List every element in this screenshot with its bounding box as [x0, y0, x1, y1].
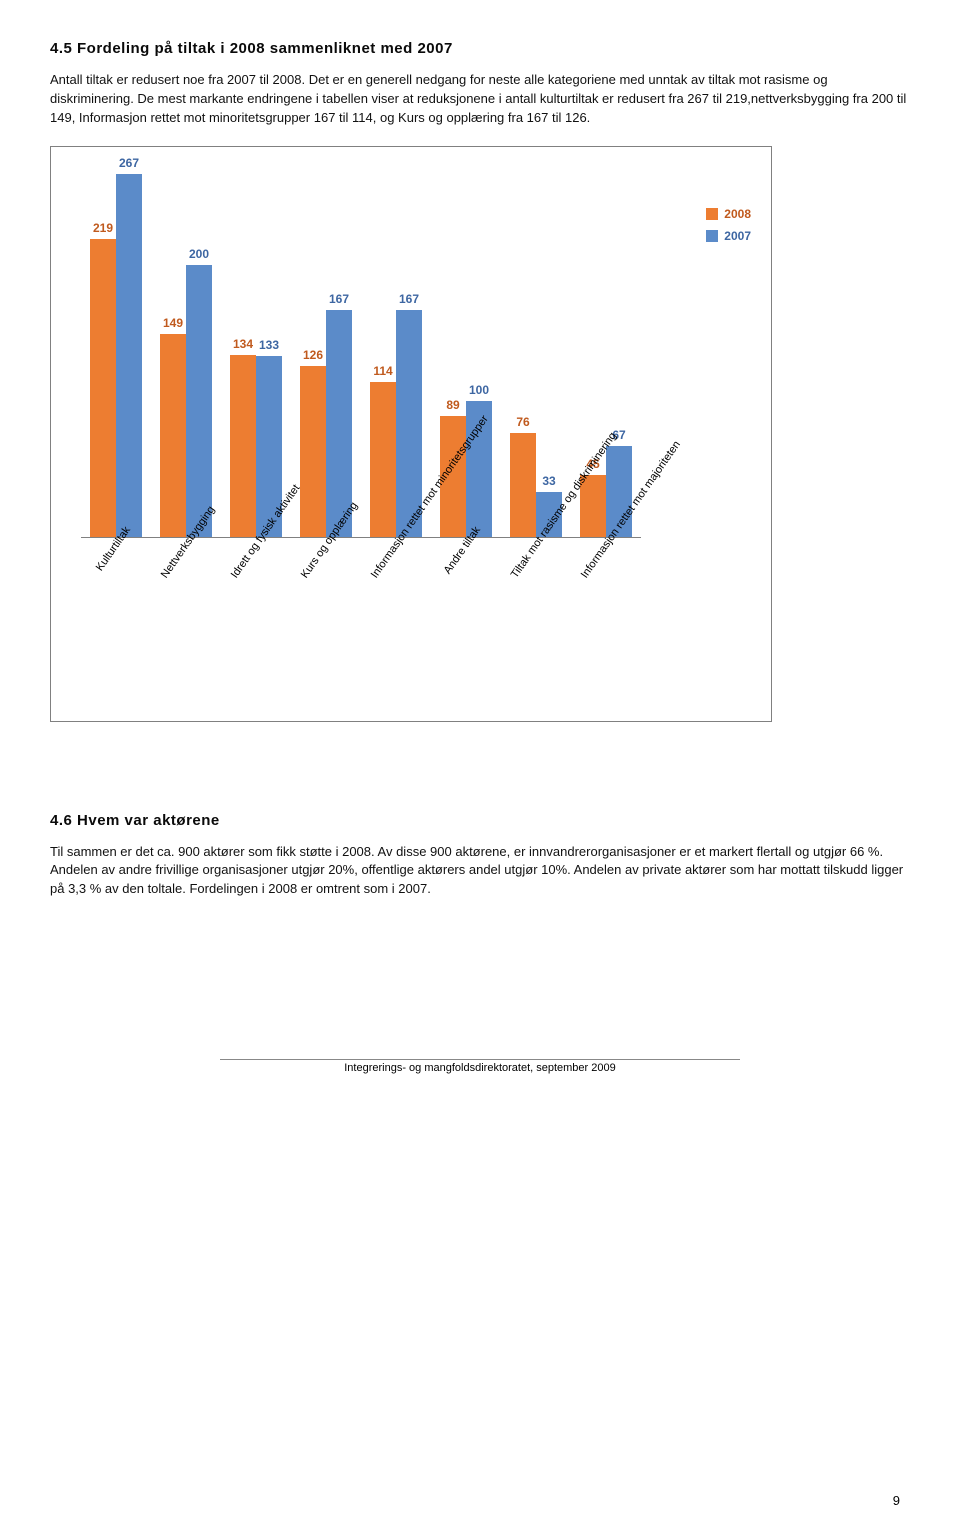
bar-value-label: 33: [536, 474, 562, 488]
bar: 114: [370, 382, 396, 537]
bar-group: 149200: [156, 265, 216, 536]
legend-swatch: [706, 208, 718, 220]
section-4-6-title: 4.6 Hvem var aktørene: [50, 812, 910, 829]
section-4-5-paragraph: Antall tiltak er redusert noe fra 2007 t…: [50, 71, 910, 128]
bar-value-label: 167: [396, 292, 422, 306]
bar: 126: [300, 366, 326, 537]
bar-value-label: 126: [300, 348, 326, 362]
page-number: 9: [893, 1493, 900, 1508]
x-axis-labels: KulturtiltakNettverksbyggingIdrett og fy…: [81, 545, 641, 557]
bar-value-label: 134: [230, 337, 256, 351]
legend-swatch: [706, 230, 718, 242]
legend-item: 2008: [706, 207, 751, 221]
bar-value-label: 219: [90, 221, 116, 235]
bar-value-label: 89: [440, 398, 466, 412]
bar-value-label: 200: [186, 247, 212, 261]
bar-group: 219267: [86, 174, 146, 536]
legend-label: 2007: [724, 229, 751, 243]
legend-item: 2007: [706, 229, 751, 243]
bar: 200: [186, 265, 212, 536]
bars-container: 2192671492001341331261671141678910076334…: [81, 157, 641, 537]
footer-text: Integrerings- og mangfoldsdirektoratet, …: [220, 1059, 740, 1074]
bar: 76: [510, 433, 536, 536]
bar-value-label: 114: [370, 364, 396, 378]
plot-area: 2192671492001341331261671141678910076334…: [81, 157, 641, 538]
bar-value-label: 167: [326, 292, 352, 306]
bar: 134: [230, 355, 256, 537]
bar: 267: [116, 174, 142, 536]
bar: 149: [160, 334, 186, 536]
bar-value-label: 267: [116, 156, 142, 170]
section-4-5-title: 4.5 Fordeling på tiltak i 2008 sammenlik…: [50, 40, 910, 57]
bar-chart: 2192671492001341331261671141678910076334…: [50, 146, 772, 722]
section-4-6-paragraph: Til sammen er det ca. 900 aktører som fi…: [50, 843, 910, 900]
legend: 2008 2007: [706, 207, 751, 251]
bar-value-label: 133: [256, 338, 282, 352]
bar: 219: [90, 239, 116, 536]
bar-value-label: 100: [466, 383, 492, 397]
legend-label: 2008: [724, 207, 751, 221]
bar-value-label: 76: [510, 415, 536, 429]
bar-value-label: 149: [160, 316, 186, 330]
